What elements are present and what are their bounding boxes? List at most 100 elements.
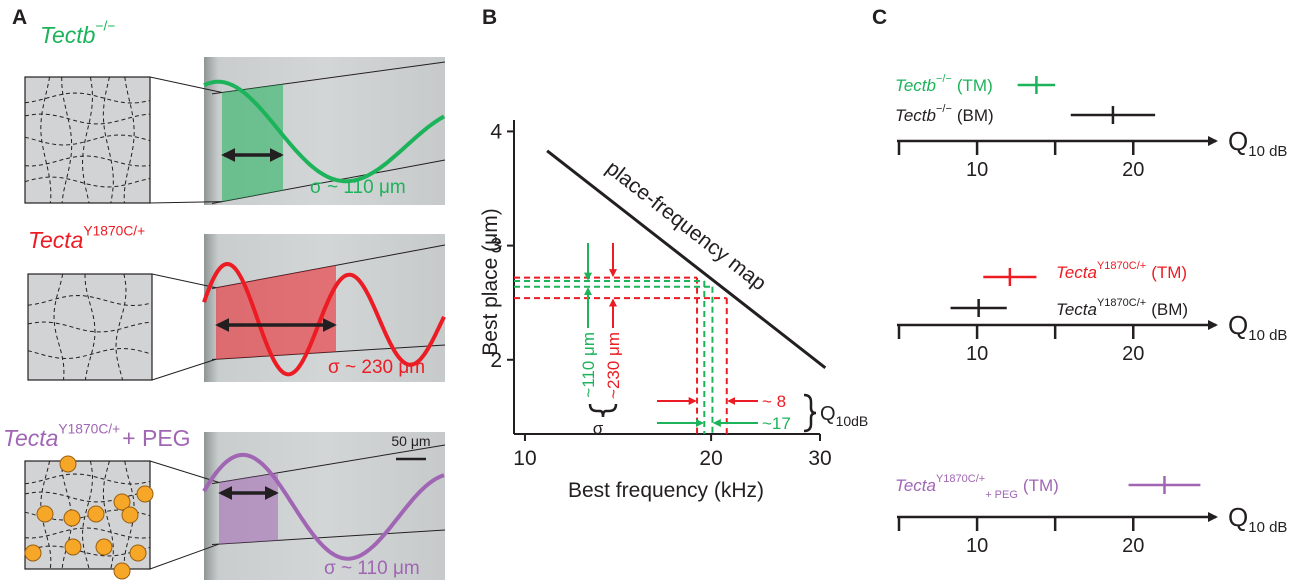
entry-name: Tecta <box>895 476 936 495</box>
q-value-label: ~17 <box>762 414 791 433</box>
panel-label: B <box>482 6 497 29</box>
y-axis-title: Best place (μm) <box>479 208 502 355</box>
genotype-suffix: + PEG <box>122 425 190 451</box>
panel-label: A <box>12 6 27 29</box>
entry-label: TectaY1870C/+ (BM) <box>1056 297 1188 319</box>
coupling-band <box>219 472 278 545</box>
x-tick-label: 10 <box>966 343 988 365</box>
fiber-line <box>24 113 151 125</box>
q-axis-sub: 10 dB <box>1248 143 1287 160</box>
entry-label: TectaY1870C/++ PEG (TM) <box>895 473 1059 501</box>
x-axis-title: Best frequency (kHz) <box>568 479 764 502</box>
entry-label: Tectb−/− (BM) <box>895 103 994 125</box>
entry-tag: (TM) <box>1151 263 1187 282</box>
entry-sup: −/− <box>936 103 952 115</box>
q-label: Q10dB <box>820 403 868 429</box>
fiber-line <box>84 273 96 381</box>
place-frequency-line <box>546 149 827 369</box>
zoom-line <box>151 358 217 381</box>
q-brace <box>803 393 817 433</box>
entry-name: Tecta <box>1056 263 1097 282</box>
y-tick-label: 2 <box>490 349 502 372</box>
x-tick-label: 20 <box>1122 159 1144 181</box>
scale-bar-label: 50 μm <box>391 433 430 449</box>
entry-name: Tectb <box>895 76 936 95</box>
peg-particle <box>113 562 131 580</box>
x-tick-label: 10 <box>966 159 988 181</box>
q-axis-title: Q10 dB <box>1228 126 1287 160</box>
x-tick-label: 10 <box>966 535 988 557</box>
entry-sub: + PEG <box>985 489 1018 501</box>
fiber-line <box>123 76 135 204</box>
schematic-square <box>27 273 153 381</box>
entry-sup: Y1870C/+ <box>1097 297 1146 309</box>
genotype-label-part: Tecta <box>28 227 83 253</box>
x-tick-label: 20 <box>699 447 722 470</box>
entry-name: Tectb <box>895 106 936 125</box>
map-label: place-frequency map <box>602 157 771 296</box>
sigma-symbol: σ <box>593 419 604 438</box>
entry-name: Tecta <box>1056 300 1097 319</box>
peg-particle <box>59 455 77 473</box>
place-width-label: ~230 μm <box>604 332 623 399</box>
x-tick-label: 20 <box>1122 535 1144 557</box>
peg-particle <box>24 544 42 562</box>
peg-particle <box>136 485 154 503</box>
q-axis-sub: 10 dB <box>1248 519 1287 536</box>
zoom-line <box>149 460 220 483</box>
genotype-label: TectaY1870C/+ <box>28 223 145 253</box>
genotype-label-part: Y1870C/+ <box>58 421 120 436</box>
genotype-label-part: Tecta <box>3 425 58 451</box>
fiber-line <box>24 491 151 503</box>
fiber-line <box>27 321 153 333</box>
fiber-line <box>24 155 151 167</box>
entry-tag: (TM) <box>957 76 993 95</box>
fiber-line <box>102 76 114 204</box>
x-tick-label: 20 <box>1122 343 1144 365</box>
q-label-main: Q <box>820 403 836 425</box>
entry-label: Tectb−/− (TM) <box>895 73 993 95</box>
peg-particle <box>64 538 82 556</box>
fiber-line <box>102 460 114 570</box>
q-axis-title: Q10 dB <box>1228 310 1287 344</box>
q-axis-sub: 10 dB <box>1248 327 1287 344</box>
zoom-line <box>151 273 217 289</box>
traveling-wave <box>202 452 445 561</box>
fiber-line <box>61 76 73 204</box>
x-tick-label: 30 <box>808 447 831 470</box>
x-tick-label: 10 <box>513 447 536 470</box>
zoom-line <box>149 201 223 204</box>
fiber-line <box>24 134 151 146</box>
traveling-wave <box>203 79 446 184</box>
peg-particle <box>63 509 81 527</box>
zoom-line <box>149 76 223 94</box>
fiber-line <box>27 347 153 360</box>
y-tick-label: 3 <box>490 235 502 258</box>
fiber-line <box>81 460 94 570</box>
peg-particle <box>87 505 105 523</box>
fiber-line <box>115 273 127 381</box>
entry-sup: Y1870C/+ <box>936 473 985 485</box>
fiber-line <box>81 76 94 204</box>
q-axis-title: Q10 dB <box>1228 502 1287 536</box>
genotype-label: TectaY1870C/++ PEG <box>3 421 191 451</box>
sigma-brace <box>588 403 618 418</box>
entry-tag: (BM) <box>957 106 994 125</box>
peg-particle <box>113 493 131 511</box>
fiber-line <box>40 460 52 570</box>
peg-particle <box>121 506 139 524</box>
q-label-sub: 10dB <box>836 413 869 429</box>
genotype-label-part: Tectb <box>40 22 96 48</box>
panel-label: C <box>872 6 887 29</box>
sigma-label: σ ~ 230 μm <box>328 357 425 378</box>
traveling-wave <box>202 261 446 377</box>
y-tick-label: 4 <box>490 120 502 143</box>
fiber-line <box>24 92 151 104</box>
fiber-line <box>24 545 151 557</box>
genotype-label-part: Y1870C/+ <box>83 223 145 238</box>
q-axis-main: Q <box>1228 126 1248 156</box>
genotype-label-part: −/− <box>95 18 115 33</box>
q-axis-main: Q <box>1228 502 1248 532</box>
